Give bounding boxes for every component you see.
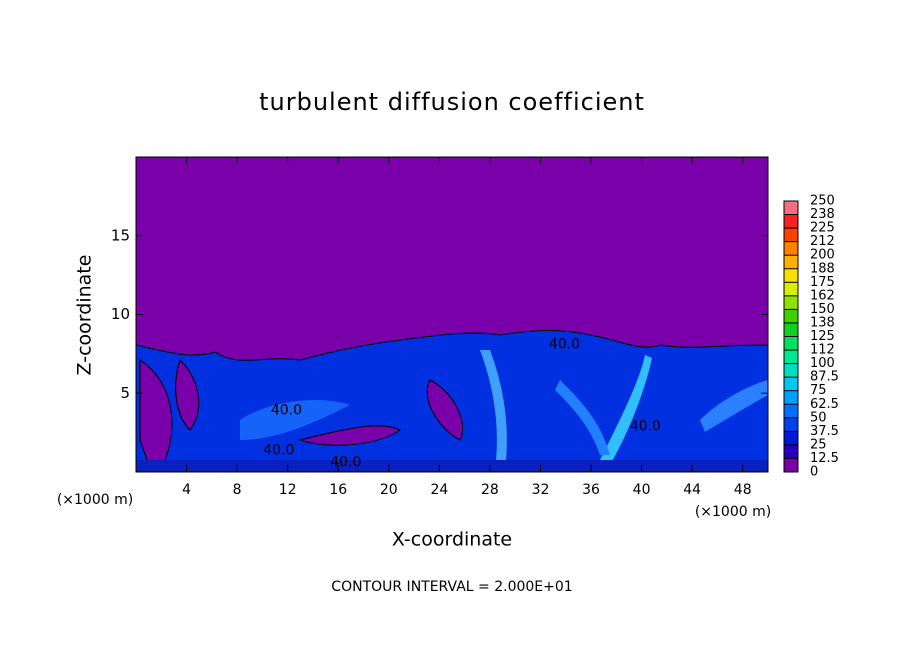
colorbar-swatch — [784, 268, 798, 283]
colorbar-label: 162 — [810, 288, 835, 303]
colorbar-label: 200 — [810, 248, 835, 263]
colorbar-swatch — [784, 377, 798, 391]
x-tick-label: 44 — [683, 482, 701, 498]
colorbar-swatch — [784, 390, 798, 405]
field-streak — [700, 380, 768, 432]
y-axis-label: Z-coordinate — [74, 255, 96, 376]
colorbar-swatch — [784, 417, 798, 432]
colorbar-swatch — [784, 214, 798, 229]
field-patch — [175, 359, 200, 431]
x-axis-label: X-coordinate — [392, 529, 512, 551]
field-streak — [136, 460, 768, 472]
colorbar-label: 25 — [810, 437, 827, 452]
colorbar-label: 62.5 — [810, 397, 839, 412]
footer: CONTOUR INTERVAL = 2.000E+01 — [331, 579, 572, 595]
x-tick-label: 40 — [633, 482, 651, 498]
field-streak — [480, 350, 507, 470]
colorbar-label: 225 — [810, 221, 835, 236]
field-streak — [555, 380, 610, 455]
x-tick-label: 20 — [380, 482, 398, 498]
colorbar-swatch — [784, 295, 798, 310]
x-tick-label: 48 — [734, 482, 752, 498]
colorbar-label: 100 — [810, 356, 835, 371]
contour-label: 40.0 — [330, 455, 361, 471]
colorbar-swatch — [784, 350, 798, 364]
colorbar-label: 0 — [810, 465, 818, 480]
colorbar-swatch — [784, 322, 798, 337]
colorbar-swatch — [784, 458, 798, 472]
colorbar-label: 150 — [810, 302, 835, 317]
colorbar-swatch — [784, 309, 798, 323]
colorbar-swatch — [784, 431, 798, 445]
field-streak — [240, 400, 350, 440]
colorbar-label: 238 — [810, 207, 835, 222]
field-patch — [298, 425, 401, 446]
colorbar-swatch — [784, 228, 798, 242]
colorbar-swatch — [784, 201, 798, 215]
x-tick-label: 16 — [329, 482, 347, 498]
colorbar-swatch — [784, 241, 798, 256]
chart-title: turbulent diffusion coefficient — [259, 88, 645, 116]
y-tick-label: 15 — [111, 226, 130, 244]
x-tick-label: 8 — [233, 482, 242, 498]
contour-label: 40.0 — [263, 443, 294, 459]
field-patch — [426, 379, 464, 441]
x-unit: (×1000 m) — [695, 504, 771, 520]
colorbar-label: 212 — [810, 234, 835, 249]
colorbar-label: 188 — [810, 261, 835, 276]
field-streak — [600, 355, 652, 465]
y-tick-label: 5 — [120, 384, 130, 402]
colorbar-label: 112 — [810, 343, 835, 358]
y-tick-label: 10 — [111, 305, 130, 323]
x-tick-label: 32 — [532, 482, 550, 498]
x-tick-label: 36 — [582, 482, 600, 498]
x-tick-label: 12 — [279, 482, 297, 498]
x-tick-label: 24 — [430, 482, 448, 498]
colorbar-label: 75 — [810, 383, 827, 398]
field — [136, 330, 768, 472]
colorbar-swatch — [784, 282, 798, 296]
colorbar-label: 87.5 — [810, 370, 839, 385]
colorbar-swatch — [784, 363, 798, 378]
colorbar-swatch — [784, 404, 798, 418]
x-unit: (×1000 m) — [57, 492, 133, 508]
colorbar-label: 12.5 — [810, 451, 839, 466]
colorbar-swatch — [784, 444, 798, 459]
colorbar-label: 175 — [810, 275, 835, 290]
colorbar-swatch — [784, 255, 798, 269]
x-tick-label: 4 — [182, 482, 191, 498]
colorbar-label: 37.5 — [810, 424, 839, 439]
colorbar-label: 125 — [810, 329, 835, 344]
contour-label: 40.0 — [549, 336, 580, 352]
contour-label: 40.0 — [630, 418, 661, 434]
colorbar-swatch — [784, 336, 798, 351]
colorbar-label: 250 — [810, 194, 835, 209]
colorbar-label: 138 — [810, 315, 835, 330]
colorbar-label: 50 — [810, 410, 827, 425]
x-tick-label: 28 — [481, 482, 499, 498]
contour-label: 40.0 — [271, 403, 302, 419]
